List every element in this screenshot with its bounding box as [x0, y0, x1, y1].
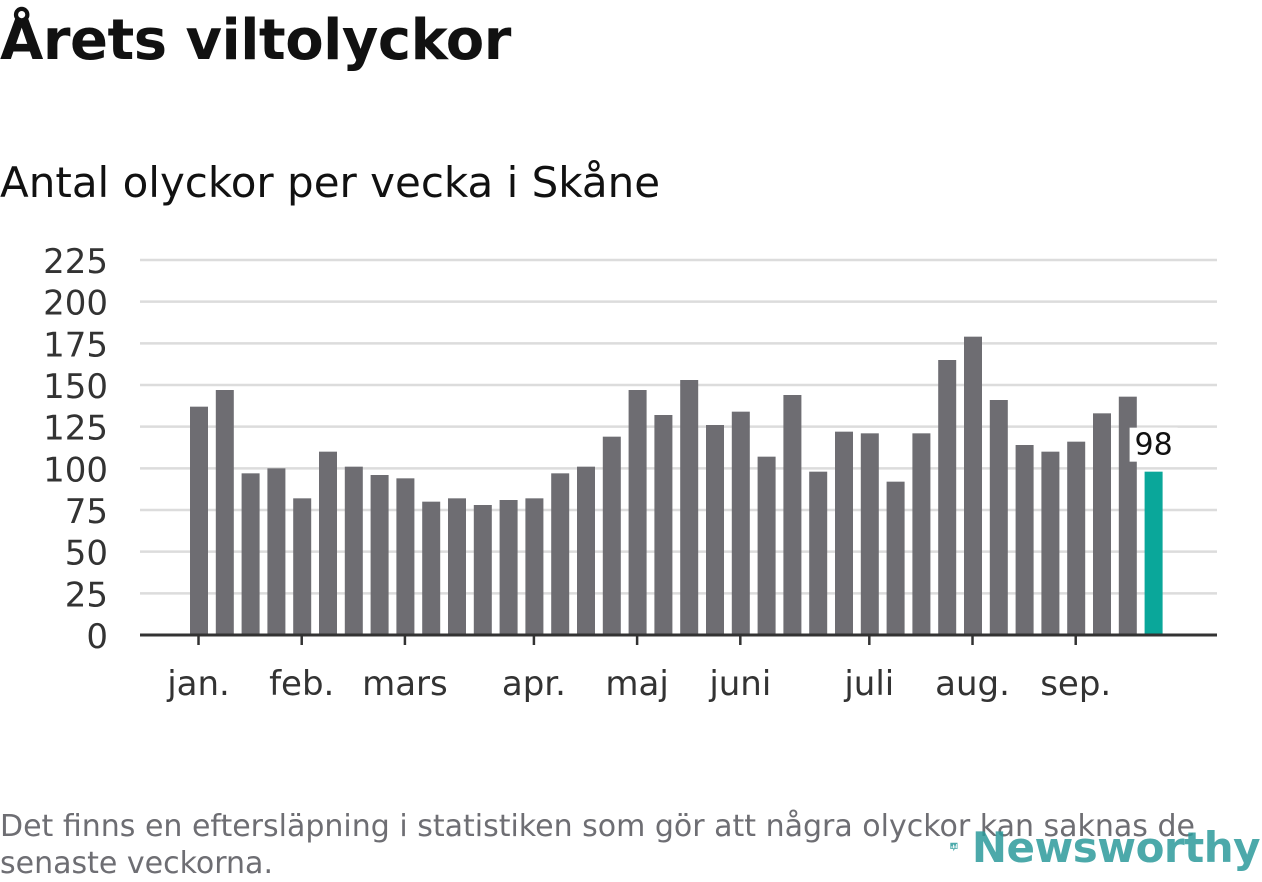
bar — [1015, 445, 1034, 635]
bar — [706, 425, 724, 635]
x-tick-label: mars — [362, 664, 448, 704]
bar — [190, 406, 208, 635]
bar — [989, 400, 1008, 635]
x-tick-label: maj — [605, 664, 668, 704]
y-tick-label: 225 — [43, 242, 108, 282]
newsworthy-logo: Newsworthy — [950, 815, 1261, 879]
x-tick-label: jan. — [166, 664, 230, 704]
x-tick-label: juni — [708, 664, 771, 704]
y-tick-label: 0 — [86, 617, 108, 657]
x-tick-label: sep. — [1040, 664, 1111, 704]
data-label: 98 — [1135, 428, 1173, 463]
bar — [964, 336, 982, 635]
bar — [293, 498, 312, 635]
y-tick-label: 50 — [65, 534, 108, 574]
bar — [344, 466, 363, 635]
bar — [551, 473, 570, 635]
bar — [602, 436, 621, 635]
bar — [654, 415, 673, 635]
bar — [757, 456, 776, 635]
y-tick-label: 100 — [43, 450, 108, 490]
x-tick-label: juli — [843, 664, 894, 704]
bar — [912, 433, 931, 635]
y-tick-label: 150 — [43, 367, 108, 407]
chart-title: Årets viltolyckor — [0, 8, 511, 73]
bar — [396, 478, 415, 635]
bar — [525, 498, 544, 635]
x-tick-label: aug. — [935, 664, 1010, 704]
bar — [1041, 451, 1060, 635]
y-tick-label: 200 — [43, 284, 108, 324]
x-tick-label: apr. — [502, 664, 566, 704]
y-tick-label: 175 — [43, 325, 108, 365]
bar — [319, 451, 337, 635]
bar — [731, 411, 750, 635]
y-tick-label: 125 — [43, 409, 108, 449]
bar — [241, 473, 260, 635]
bar — [1067, 441, 1086, 635]
bar — [577, 466, 595, 635]
bar — [422, 501, 441, 635]
footnote: Det finns en eftersläpning i statistiken… — [0, 809, 1195, 881]
y-tick-label: 25 — [65, 575, 108, 615]
bar — [628, 390, 647, 635]
data-label-background — [1129, 427, 1178, 462]
newsworthy-logo-text: Newsworthy — [971, 822, 1261, 872]
bar — [938, 360, 957, 635]
bar — [370, 475, 389, 635]
bar — [835, 431, 853, 635]
bar — [809, 471, 828, 635]
x-tick-label: feb. — [269, 664, 334, 704]
highlighted-bar — [1144, 471, 1163, 635]
bar — [680, 380, 699, 635]
bar — [215, 390, 234, 635]
bar — [473, 505, 492, 635]
y-tick-label: 75 — [65, 492, 108, 532]
newsworthy-logo-icon — [950, 842, 958, 852]
bar — [1093, 413, 1111, 635]
bar — [448, 498, 466, 635]
chart-subtitle: Antal olyckor per vecka i Skåne — [0, 158, 661, 207]
bar — [499, 500, 518, 635]
bar — [860, 433, 879, 635]
bar — [886, 481, 905, 635]
bar — [783, 395, 802, 635]
bar — [267, 468, 286, 635]
